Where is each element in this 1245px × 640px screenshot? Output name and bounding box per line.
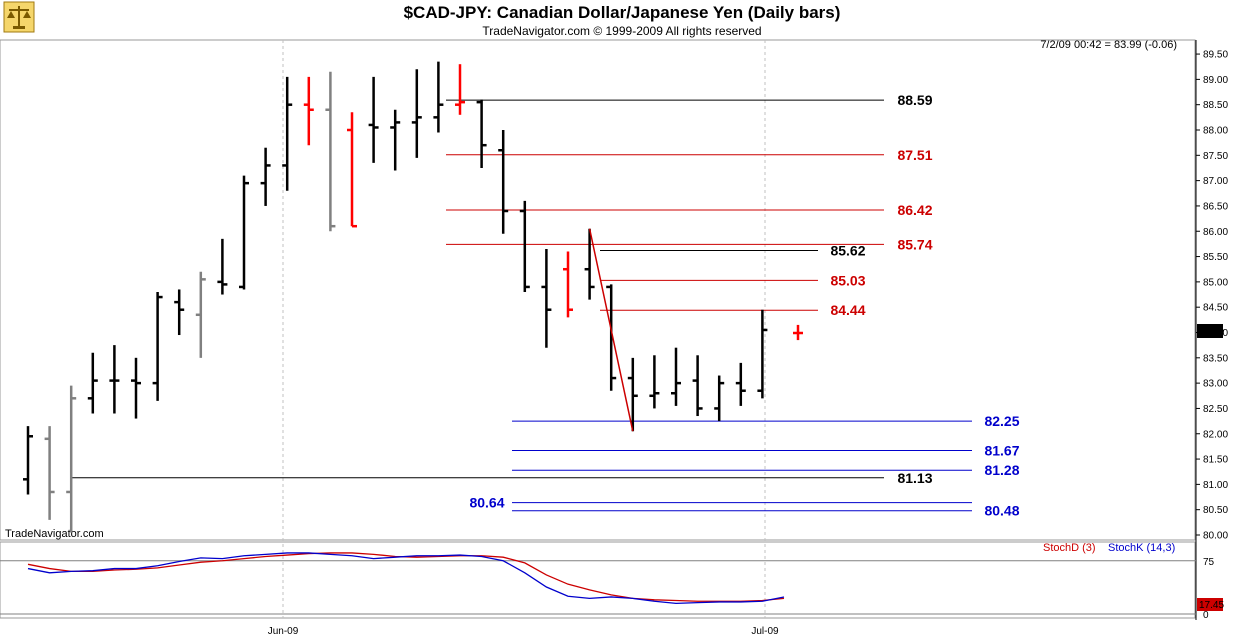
stoch-series-line bbox=[27, 552, 785, 602]
ohlc-bars bbox=[23, 61, 803, 533]
y-tick-label: 89.00 bbox=[1203, 75, 1228, 86]
x-tick-label: Jul-09 bbox=[751, 626, 779, 637]
quote-readout: 7/2/09 00:42 = 83.99 (-0.06) bbox=[1040, 39, 1177, 51]
y-tick-label: 82.00 bbox=[1203, 429, 1228, 440]
y-tick-label: 80.00 bbox=[1203, 531, 1228, 542]
y-tick-label: 81.50 bbox=[1203, 455, 1228, 466]
y-tick-label: 83.50 bbox=[1203, 353, 1228, 364]
level-label: 80.48 bbox=[984, 503, 1019, 519]
chart-subtitle: TradeNavigator.com © 1999-2009 All right… bbox=[482, 24, 761, 38]
y-tick-label: 84.50 bbox=[1203, 303, 1228, 314]
level-label: 88.59 bbox=[897, 92, 932, 108]
level-lines: 88.59 87.51 86.42 85.74 85.62 85.03 84.44 82.25… bbox=[72, 92, 1020, 519]
y-tick-label: 87.00 bbox=[1203, 176, 1228, 187]
swing-line-segment bbox=[588, 228, 634, 432]
level-label: 80.64 bbox=[469, 495, 504, 511]
price-panel bbox=[0, 39, 1196, 541]
stoch-panel bbox=[0, 541, 1196, 619]
y-tick-label: 82.50 bbox=[1203, 404, 1228, 415]
level-label: 87.51 bbox=[897, 147, 932, 163]
level-label: 82.25 bbox=[984, 413, 1019, 429]
logo-icon bbox=[3, 1, 35, 33]
level-label: 81.13 bbox=[897, 470, 932, 486]
level-label: 85.62 bbox=[830, 242, 865, 258]
watermark: TradeNavigator.com bbox=[5, 528, 104, 540]
last-stoch-flag: 17.45 bbox=[1197, 598, 1224, 611]
y-tick-label: 85.00 bbox=[1203, 277, 1228, 288]
level-label: 86.42 bbox=[897, 202, 932, 218]
y-axis: 89.50 89.00 88.50 88.00 87.50 87.00 86.50 86.00… bbox=[1196, 50, 1228, 542]
y-tick-label: 88.50 bbox=[1203, 100, 1228, 111]
stochastic-lines: 75 0 bbox=[0, 552, 1215, 621]
legend-stoch-k: StochK (14,3) bbox=[1108, 542, 1175, 554]
y-tick-label: 85.50 bbox=[1203, 252, 1228, 263]
level-label: 81.28 bbox=[984, 462, 1019, 478]
y-tick-label: 86.00 bbox=[1203, 227, 1228, 238]
level-label: 81.67 bbox=[984, 442, 1019, 458]
y-tick-label: 86.50 bbox=[1203, 201, 1228, 212]
y-tick-label: 80.50 bbox=[1203, 505, 1228, 516]
y-tick-label: 88.00 bbox=[1203, 126, 1228, 137]
legend-stoch-d: StochD (3) bbox=[1043, 542, 1096, 554]
y-tick-label: 87.50 bbox=[1203, 151, 1228, 162]
y-tick-label: 83.00 bbox=[1203, 379, 1228, 390]
stoch-series-line bbox=[27, 552, 785, 605]
level-label: 85.74 bbox=[897, 236, 932, 252]
swing-line bbox=[588, 228, 634, 432]
grid: Jun-09 Jul-09 bbox=[268, 40, 779, 637]
last-price-label: 83.99 bbox=[1199, 327, 1224, 338]
y-tick-label: 81.00 bbox=[1203, 480, 1228, 491]
level-label: 85.03 bbox=[830, 272, 865, 288]
x-tick-label: Jun-09 bbox=[268, 626, 299, 637]
stoch-tick-label: 75 bbox=[1203, 557, 1215, 568]
last-stoch-label: 17.45 bbox=[1199, 600, 1224, 611]
level-label: 84.44 bbox=[830, 302, 865, 318]
y-tick-label: 89.50 bbox=[1203, 50, 1228, 61]
stoch-tick-label: 0 bbox=[1203, 610, 1209, 621]
last-price-flag: 83.99 bbox=[1197, 324, 1224, 338]
chart-title: $CAD-JPY: Canadian Dollar/Japanese Yen (… bbox=[404, 3, 841, 22]
